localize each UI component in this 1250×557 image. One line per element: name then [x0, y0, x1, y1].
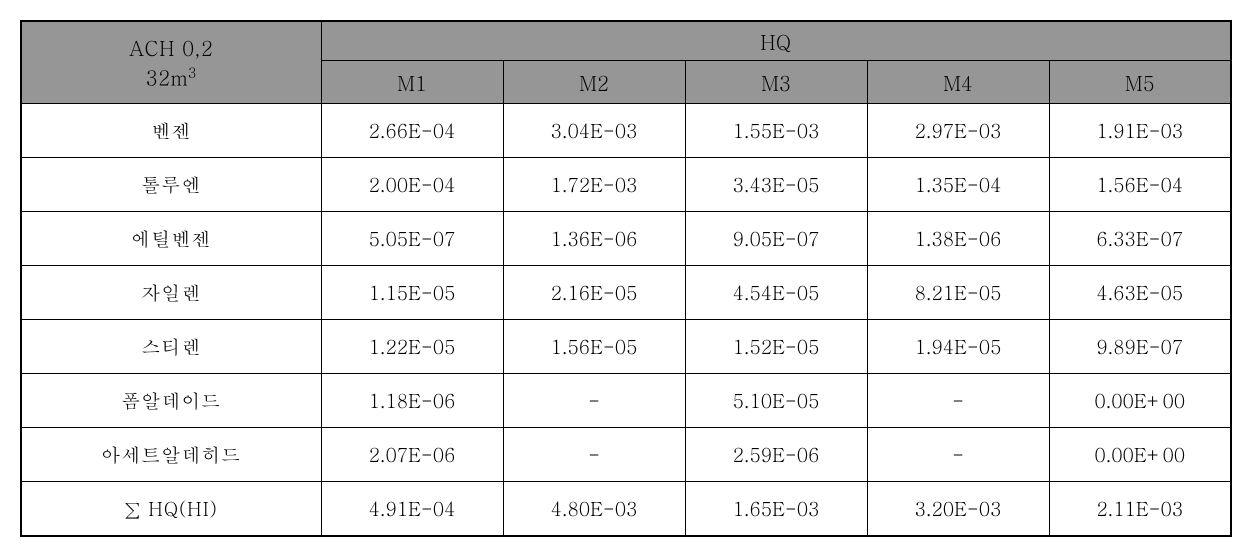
col-header-m5: M5	[1049, 61, 1231, 104]
cell: 4.80E-03	[503, 482, 685, 537]
hq-table: ACH 0,2 32m3 HQ M1 M2 M3 M4 M5 벤젠 2.66E-…	[20, 20, 1232, 537]
cell: 1.36E-06	[503, 212, 685, 266]
cell: 8.21E-05	[867, 266, 1049, 320]
cell: 4.54E-05	[685, 266, 867, 320]
col-header-m4: M4	[867, 61, 1049, 104]
table-row: 폼알데이드 1.18E-06 - 5.10E-05 - 0.00E+00	[21, 374, 1231, 428]
col-header-m2: M2	[503, 61, 685, 104]
cell: 0.00E+00	[1049, 374, 1231, 428]
cell: 3.20E-03	[867, 482, 1049, 537]
cell: 0.00E+00	[1049, 428, 1231, 482]
cell: -	[867, 374, 1049, 428]
cell: 5.10E-05	[685, 374, 867, 428]
table-row: 자일렌 1.15E-05 2.16E-05 4.54E-05 8.21E-05 …	[21, 266, 1231, 320]
cell: 1.52E-05	[685, 320, 867, 374]
cell: -	[503, 428, 685, 482]
table-row: 아세트알데히드 2.07E-06 - 2.59E-06 - 0.00E+00	[21, 428, 1231, 482]
cell: 3.43E-05	[685, 158, 867, 212]
cell: 1.56E-04	[1049, 158, 1231, 212]
corner-header-line1: ACH 0,2	[22, 27, 321, 62]
cell: 1.18E-06	[321, 374, 503, 428]
cell: 4.63E-05	[1049, 266, 1231, 320]
cell: 1.35E-04	[867, 158, 1049, 212]
row-label: 스티렌	[21, 320, 321, 374]
cell: 1.94E-05	[867, 320, 1049, 374]
table-row: 스티렌 1.22E-05 1.56E-05 1.52E-05 1.94E-05 …	[21, 320, 1231, 374]
row-label: 벤젠	[21, 104, 321, 158]
cell: 5.05E-07	[321, 212, 503, 266]
cell: -	[867, 428, 1049, 482]
cell: 1.91E-03	[1049, 104, 1231, 158]
table-body: 벤젠 2.66E-04 3.04E-03 1.55E-03 2.97E-03 1…	[21, 104, 1231, 537]
col-header-m3: M3	[685, 61, 867, 104]
cell: 3.04E-03	[503, 104, 685, 158]
hq-table-container: ACH 0,2 32m3 HQ M1 M2 M3 M4 M5 벤젠 2.66E-…	[20, 20, 1230, 537]
row-label: 톨루엔	[21, 158, 321, 212]
corner-header-line2: 32m3	[22, 62, 321, 98]
cell: 6.33E-07	[1049, 212, 1231, 266]
cell: 2.11E-03	[1049, 482, 1231, 537]
col-header-m1: M1	[321, 61, 503, 104]
cell: 1.38E-06	[867, 212, 1049, 266]
cell: 2.59E-06	[685, 428, 867, 482]
table-row: 에틸벤젠 5.05E-07 1.36E-06 9.05E-07 1.38E-06…	[21, 212, 1231, 266]
cell: 1.65E-03	[685, 482, 867, 537]
row-label: 폼알데이드	[21, 374, 321, 428]
corner-header: ACH 0,2 32m3	[21, 21, 321, 104]
cell: 2.00E-04	[321, 158, 503, 212]
table-row: 톨루엔 2.00E-04 1.72E-03 3.43E-05 1.35E-04 …	[21, 158, 1231, 212]
row-label: 자일렌	[21, 266, 321, 320]
cell: 1.72E-03	[503, 158, 685, 212]
cell: 9.89E-07	[1049, 320, 1231, 374]
cell: 2.66E-04	[321, 104, 503, 158]
row-label: 아세트알데히드	[21, 428, 321, 482]
cell: 9.05E-07	[685, 212, 867, 266]
cell: 2.07E-06	[321, 428, 503, 482]
group-header-hq: HQ	[321, 21, 1231, 61]
table-row: ∑ HQ(HI) 4.91E-04 4.80E-03 1.65E-03 3.20…	[21, 482, 1231, 537]
cell: 1.22E-05	[321, 320, 503, 374]
cell: -	[503, 374, 685, 428]
cell: 2.97E-03	[867, 104, 1049, 158]
row-label: ∑ HQ(HI)	[21, 482, 321, 537]
cell: 1.56E-05	[503, 320, 685, 374]
cell: 1.15E-05	[321, 266, 503, 320]
row-label: 에틸벤젠	[21, 212, 321, 266]
cell: 1.55E-03	[685, 104, 867, 158]
table-row: 벤젠 2.66E-04 3.04E-03 1.55E-03 2.97E-03 1…	[21, 104, 1231, 158]
cell: 2.16E-05	[503, 266, 685, 320]
cell: 4.91E-04	[321, 482, 503, 537]
